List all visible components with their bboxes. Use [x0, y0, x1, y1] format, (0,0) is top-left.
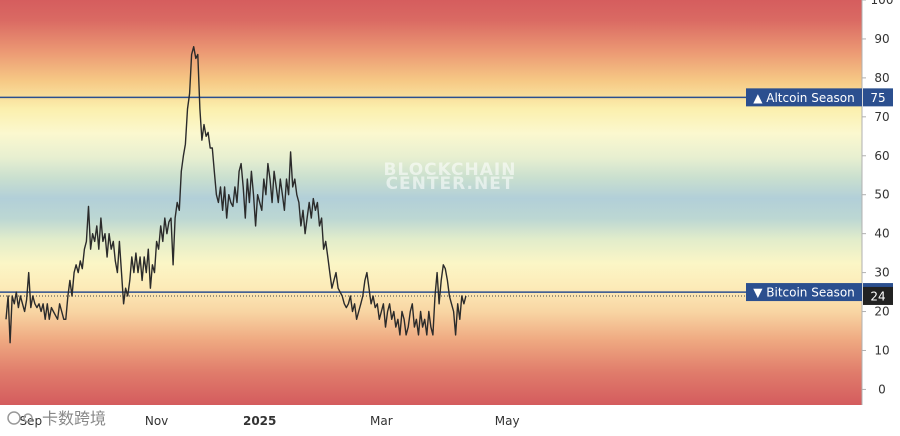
- watermark-line-1: BLOCKCHAIN: [384, 160, 517, 180]
- x-tick-label: Nov: [145, 414, 168, 428]
- series-layer: [5, 46, 467, 344]
- current-value-label: 24: [870, 289, 885, 303]
- y-tick-label: 20: [874, 305, 889, 319]
- series-line-0: [5, 46, 467, 344]
- altcoin-season-label: ▲ Altcoin Season: [753, 91, 855, 105]
- watermark-line-2: CENTER.NET: [386, 174, 515, 194]
- season-bands: [0, 96, 862, 297]
- y-tick-label: 100: [871, 0, 894, 7]
- y-axis-background: [862, 0, 900, 436]
- y-tick-label: 90: [874, 32, 889, 46]
- x-axis-background: [0, 405, 862, 436]
- band-value-label: 75: [870, 91, 885, 105]
- y-tick-label: 30: [874, 266, 889, 280]
- logo-mark: [7, 411, 21, 425]
- band-label-box: [746, 283, 862, 302]
- y-tick-label: 40: [874, 227, 889, 241]
- plot-background: [0, 0, 862, 405]
- band-label-box: [746, 88, 862, 107]
- x-tick-label: Mar: [370, 414, 393, 428]
- x-tick-label: 2025: [243, 414, 276, 428]
- logo-mark: [23, 413, 33, 423]
- x-tick-label: May: [495, 414, 520, 428]
- y-tick-label: 50: [874, 188, 889, 202]
- y-tick-label: 60: [874, 149, 889, 163]
- y-tick-label: 80: [874, 71, 889, 85]
- x-axis: Sep Nov 2025 Mar May: [19, 414, 519, 428]
- y-tick-label: 0: [878, 382, 886, 396]
- source-logo: 卡数跨境: [7, 409, 106, 428]
- y-tick-label: 10: [874, 343, 889, 357]
- y-tick-label: 70: [874, 110, 889, 124]
- band-value-box: [863, 88, 893, 107]
- current-value-box: [863, 286, 893, 305]
- bitcoin-season-label: ▼ Bitcoin Season: [753, 286, 855, 300]
- logo-text: 卡数跨境: [42, 409, 106, 428]
